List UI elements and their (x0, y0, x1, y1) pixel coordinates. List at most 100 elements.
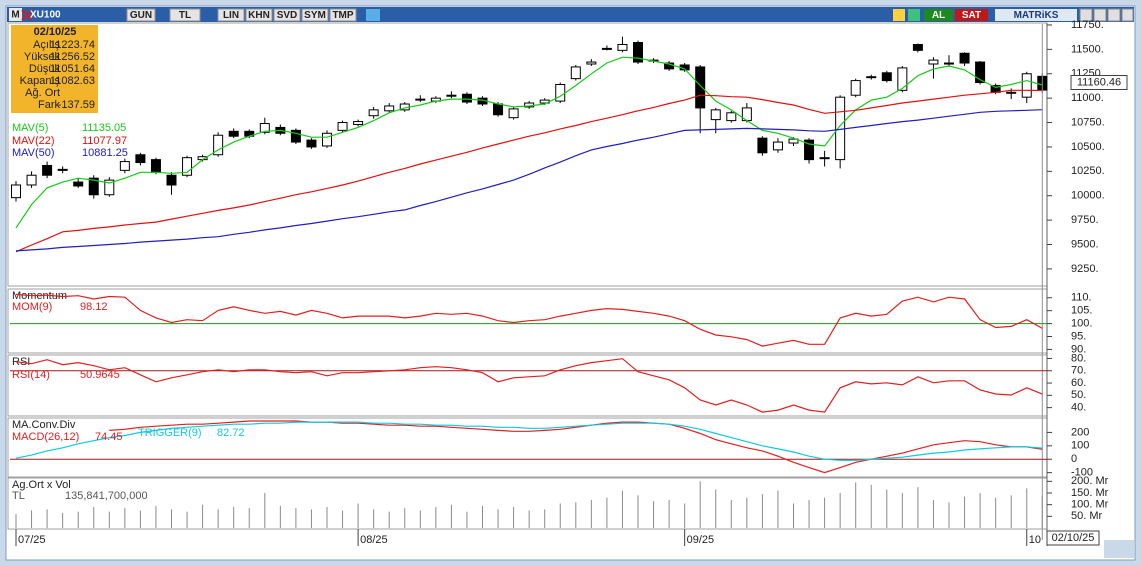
toolbar-button[interactable] (217, 8, 245, 22)
candle-body (586, 61, 597, 65)
buy-button[interactable] (924, 9, 953, 21)
y-tick-label: 10250. (1071, 165, 1105, 177)
toolbar-button-label: KHN (248, 10, 270, 21)
info-value: 11223.74 (50, 39, 95, 51)
candle-body (322, 132, 332, 147)
series-line (15, 293, 1043, 347)
candle-body (757, 137, 768, 154)
candle-body (944, 62, 954, 65)
brand: MATRiKS (1014, 10, 1059, 21)
legend-name: MOM(9) (12, 301, 52, 313)
candle-body (772, 141, 783, 151)
y-tick-label: 110. (1071, 292, 1092, 304)
cursor-date-box (1046, 530, 1100, 546)
y-tick-label: 50. Mr (1071, 510, 1103, 522)
y-tick-label: 200. Mr (1071, 475, 1109, 487)
icon (21, 9, 33, 21)
toolbar-button[interactable] (301, 8, 329, 22)
candle-body (57, 168, 68, 171)
candle-body (866, 76, 877, 79)
candle-body (928, 59, 939, 65)
legend-name: MAV(22) (12, 135, 55, 147)
toolbar-button-label: LIN (223, 10, 239, 21)
y-tick-label: 100. (1071, 317, 1092, 329)
y-tick-label: 10500. (1071, 141, 1105, 153)
y-tick-label: 50. (1071, 389, 1086, 401)
legend-name: TRIGGER(9) (138, 427, 202, 439)
y-tick-label: 11500. (1071, 43, 1104, 55)
candle-body (617, 43, 628, 51)
toolbar-button[interactable] (329, 8, 357, 22)
maximize-button[interactable] (1093, 8, 1107, 22)
toolbar-button[interactable] (169, 8, 201, 22)
candle-body (555, 83, 566, 102)
candle-body (508, 108, 519, 119)
legend-name: MAV(5) (12, 122, 48, 134)
y-tick-label: 10000. (1071, 190, 1105, 202)
candle-body (850, 80, 861, 96)
candle-body (166, 174, 177, 186)
toolbar-button[interactable] (126, 8, 156, 22)
candle-body (446, 94, 457, 97)
minimize-button[interactable] (1079, 8, 1093, 22)
sell-label: SAT (962, 10, 981, 21)
candle-body (119, 161, 130, 171)
y-tick-label: 105. (1071, 305, 1092, 317)
candle-body (228, 130, 239, 137)
series-line (15, 89, 1043, 253)
candle-body (912, 43, 923, 51)
candle-body (73, 181, 84, 187)
y-tick-label: 10750. (1071, 116, 1105, 128)
logo-box[interactable] (9, 8, 22, 21)
candle-body (1006, 91, 1017, 94)
toolbar-button-label: GUN (130, 10, 152, 21)
toolbar-button-label: TL (179, 10, 191, 21)
buy-label: AL (932, 10, 945, 21)
restore-button[interactable] (1107, 8, 1121, 22)
legend-name: TL (12, 490, 25, 502)
candle-body (182, 157, 193, 176)
info-value: 11256.52 (50, 51, 95, 63)
close-button[interactable] (1121, 8, 1134, 22)
toolbar-button-label: SVD (277, 10, 298, 21)
y-tick-label: 90. (1071, 343, 1086, 355)
candle-body (897, 67, 908, 91)
toolbar-button[interactable] (273, 8, 301, 22)
info-label: Düşük (29, 63, 61, 75)
series-line (15, 109, 1043, 252)
info-date: 02/10/25 (34, 26, 77, 38)
info-value: 11082.63 (50, 75, 95, 87)
window-body (5, 5, 1136, 561)
icon[interactable] (908, 9, 920, 21)
legend-value: 11135.05 (82, 122, 126, 134)
candle-body (804, 139, 815, 161)
y-tick-label: 11750. (1071, 19, 1104, 31)
info-label: Fark (38, 99, 61, 111)
info-label: Ağ. Ort (25, 87, 60, 99)
symbol: XU100 (30, 10, 61, 21)
candle-body (959, 52, 970, 64)
twitter-icon[interactable] (366, 9, 380, 21)
candle-body (88, 177, 99, 196)
series-line (15, 421, 1043, 461)
toolbar-button[interactable] (245, 8, 273, 22)
candle-body (726, 112, 737, 122)
icon[interactable] (893, 9, 905, 21)
info-box (11, 25, 98, 113)
cursor-date: 02/10/25 (1052, 532, 1095, 544)
candle-body (290, 129, 301, 143)
cursor-price: 11160.46 (1077, 76, 1121, 88)
candle-body (26, 174, 37, 186)
candle-body (633, 42, 643, 63)
candle-body (881, 72, 892, 82)
x-tick-label: 08/25 (360, 534, 388, 546)
legend-name: MACD(26,12) (12, 431, 79, 443)
cursor-price-box (1070, 74, 1128, 90)
y-tick-label: 150. Mr (1071, 487, 1109, 499)
brand-box (995, 9, 1077, 21)
legend-value: 50.9645 (80, 369, 120, 381)
sell-button[interactable] (955, 9, 988, 21)
legend-name: MAV(50) (12, 147, 55, 159)
logo: M (11, 10, 19, 21)
